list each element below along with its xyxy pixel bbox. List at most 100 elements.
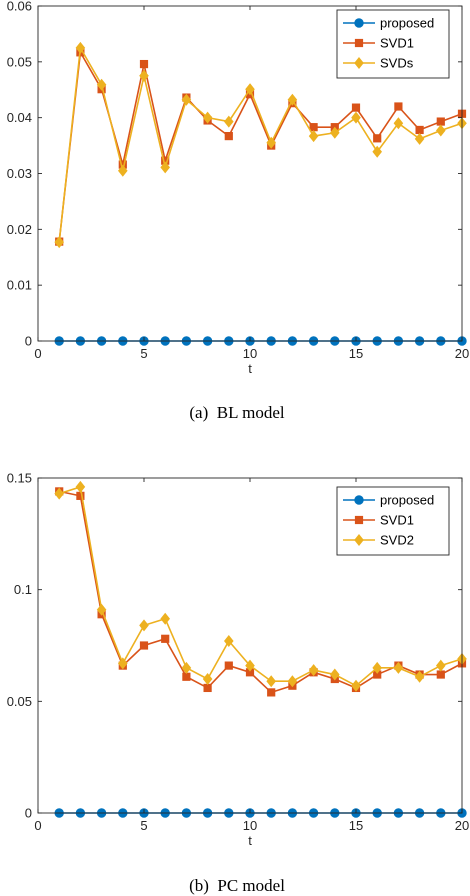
point-svds-t10 xyxy=(245,83,255,96)
point-svd2-t11 xyxy=(266,675,277,688)
chart-bl-model-ticks: 0 5 10 15 20 0 0.01 0.02 0.03 0.04 0.05 0.06 xyxy=(7,0,470,361)
point-svds-t5 xyxy=(139,69,149,82)
y-tick-label: 0.01 xyxy=(7,278,32,293)
legend-label-svd1: SVD1 xyxy=(380,513,414,528)
point-svds-t17 xyxy=(393,117,404,130)
point-svd1-t6 xyxy=(161,634,170,643)
legend-label-svds: SVDs xyxy=(380,56,414,71)
point-svd2-t8 xyxy=(202,672,213,686)
point-svd2-t6 xyxy=(160,612,171,625)
point-svd1-t7 xyxy=(182,672,191,681)
chart-bl-model-legend: proposed SVD1 SVDs xyxy=(336,9,450,79)
point-svd1-t8 xyxy=(203,683,212,693)
point-svds-t8 xyxy=(202,111,213,124)
point-svds-t3 xyxy=(96,78,107,91)
legend-marker-proposed xyxy=(354,18,364,28)
point-svd2-t10 xyxy=(245,659,255,672)
chart-pc-model-x-axis-label: t xyxy=(248,833,252,848)
point-svd1-t18 xyxy=(415,125,424,135)
chart-bl-model-marks xyxy=(54,41,467,346)
point-svd2-t4 xyxy=(117,657,128,670)
x-tick-label: 15 xyxy=(349,346,363,361)
point-svd2-t5 xyxy=(139,619,149,632)
x-tick-label: 20 xyxy=(455,818,469,833)
point-svds-t1 xyxy=(54,236,65,249)
point-svd1-t15 xyxy=(351,103,361,112)
y-tick-label: 0.05 xyxy=(7,694,32,709)
point-svds-t11 xyxy=(266,136,277,149)
point-svd2-t1 xyxy=(54,487,65,500)
x-tick-label: 0 xyxy=(34,818,41,833)
point-svd2-t3 xyxy=(96,603,107,616)
point-svd2-t13 xyxy=(308,664,319,677)
point-svds-t19 xyxy=(435,124,446,137)
point-svds-t7 xyxy=(181,93,192,106)
legend-label-proposed: proposed xyxy=(380,493,434,508)
point-svd2-t16 xyxy=(372,661,383,674)
y-tick-label: 0.03 xyxy=(7,166,32,181)
legend-marker-proposed xyxy=(354,495,364,505)
point-svd2-t19 xyxy=(435,659,446,672)
legend-marker-svd1 xyxy=(354,38,364,48)
point-svd2-t18 xyxy=(414,670,425,683)
point-svd2-t7 xyxy=(181,661,192,674)
point-svd1-t11 xyxy=(267,688,276,697)
x-tick-label: 5 xyxy=(140,346,147,361)
chart-bl-model: 0 5 10 15 20 0 0.01 0.02 0.03 0.04 0.05 0.06 t prop… xyxy=(7,0,470,422)
y-tick-label: 0 xyxy=(25,806,32,821)
y-tick-label: 0.1 xyxy=(14,582,32,597)
y-tick-label: 0.05 xyxy=(7,54,32,69)
point-svd2-t9 xyxy=(223,635,234,648)
point-svd1-t19 xyxy=(436,117,445,126)
legend-marker-svds xyxy=(354,56,364,70)
point-svd2-t17 xyxy=(393,661,404,674)
legend-label-proposed: proposed xyxy=(380,16,434,31)
legend-label-svd1: SVD1 xyxy=(380,36,414,51)
x-tick-label: 20 xyxy=(455,346,469,361)
x-tick-label: 15 xyxy=(349,818,363,833)
point-svd1-t9 xyxy=(224,661,233,670)
chart-pc-model-ticks: 0 5 10 15 20 0 0.05 0.1 0.15 xyxy=(7,471,470,834)
x-tick-label: 5 xyxy=(140,818,147,833)
series-line-svds xyxy=(58,45,463,243)
point-svds-t16 xyxy=(372,145,383,158)
y-tick-label: 0.15 xyxy=(7,471,32,486)
point-svd1-t5 xyxy=(139,59,149,69)
point-svd1-t5 xyxy=(139,641,149,650)
y-tick-label: 0.02 xyxy=(7,222,32,237)
point-svd1-t9 xyxy=(224,131,233,141)
y-tick-label: 0 xyxy=(25,334,32,349)
chart-bl-model-caption: (a) BL model xyxy=(189,403,284,422)
point-svds-t13 xyxy=(308,130,319,143)
chart-pc-model-caption: (b) PC model xyxy=(189,876,285,895)
point-svd1-t16 xyxy=(373,134,382,143)
point-svds-t18 xyxy=(414,132,425,145)
point-svd2-t12 xyxy=(287,675,298,688)
point-svd2-t2 xyxy=(75,480,86,493)
chart-bl-model-x-axis-label: t xyxy=(248,361,252,376)
point-svds-t2 xyxy=(75,41,86,54)
point-svds-t15 xyxy=(351,111,361,124)
point-svd1-t19 xyxy=(436,670,445,679)
series-line-svd1 xyxy=(58,49,463,242)
point-svds-t6 xyxy=(160,161,171,174)
legend-label-svd2: SVD2 xyxy=(380,533,414,548)
legend-marker-svd2 xyxy=(354,533,364,547)
y-tick-label: 0.04 xyxy=(7,110,32,125)
x-tick-label: 10 xyxy=(243,346,257,361)
point-svd1-t13 xyxy=(309,123,318,132)
x-tick-label: 0 xyxy=(34,346,41,361)
y-tick-label: 0.06 xyxy=(7,0,32,14)
point-svds-t12 xyxy=(287,93,298,106)
legend-marker-svd1 xyxy=(354,515,364,525)
x-tick-label: 10 xyxy=(243,818,257,833)
chart-pc-model-legend: proposed SVD1 SVD2 xyxy=(336,486,450,556)
point-svds-t14 xyxy=(329,126,340,139)
point-svds-t9 xyxy=(223,115,234,128)
point-svd2-t15 xyxy=(351,679,361,692)
point-svd1-t17 xyxy=(394,102,403,111)
point-svd2-t14 xyxy=(329,668,340,681)
point-svds-t4 xyxy=(117,164,128,177)
